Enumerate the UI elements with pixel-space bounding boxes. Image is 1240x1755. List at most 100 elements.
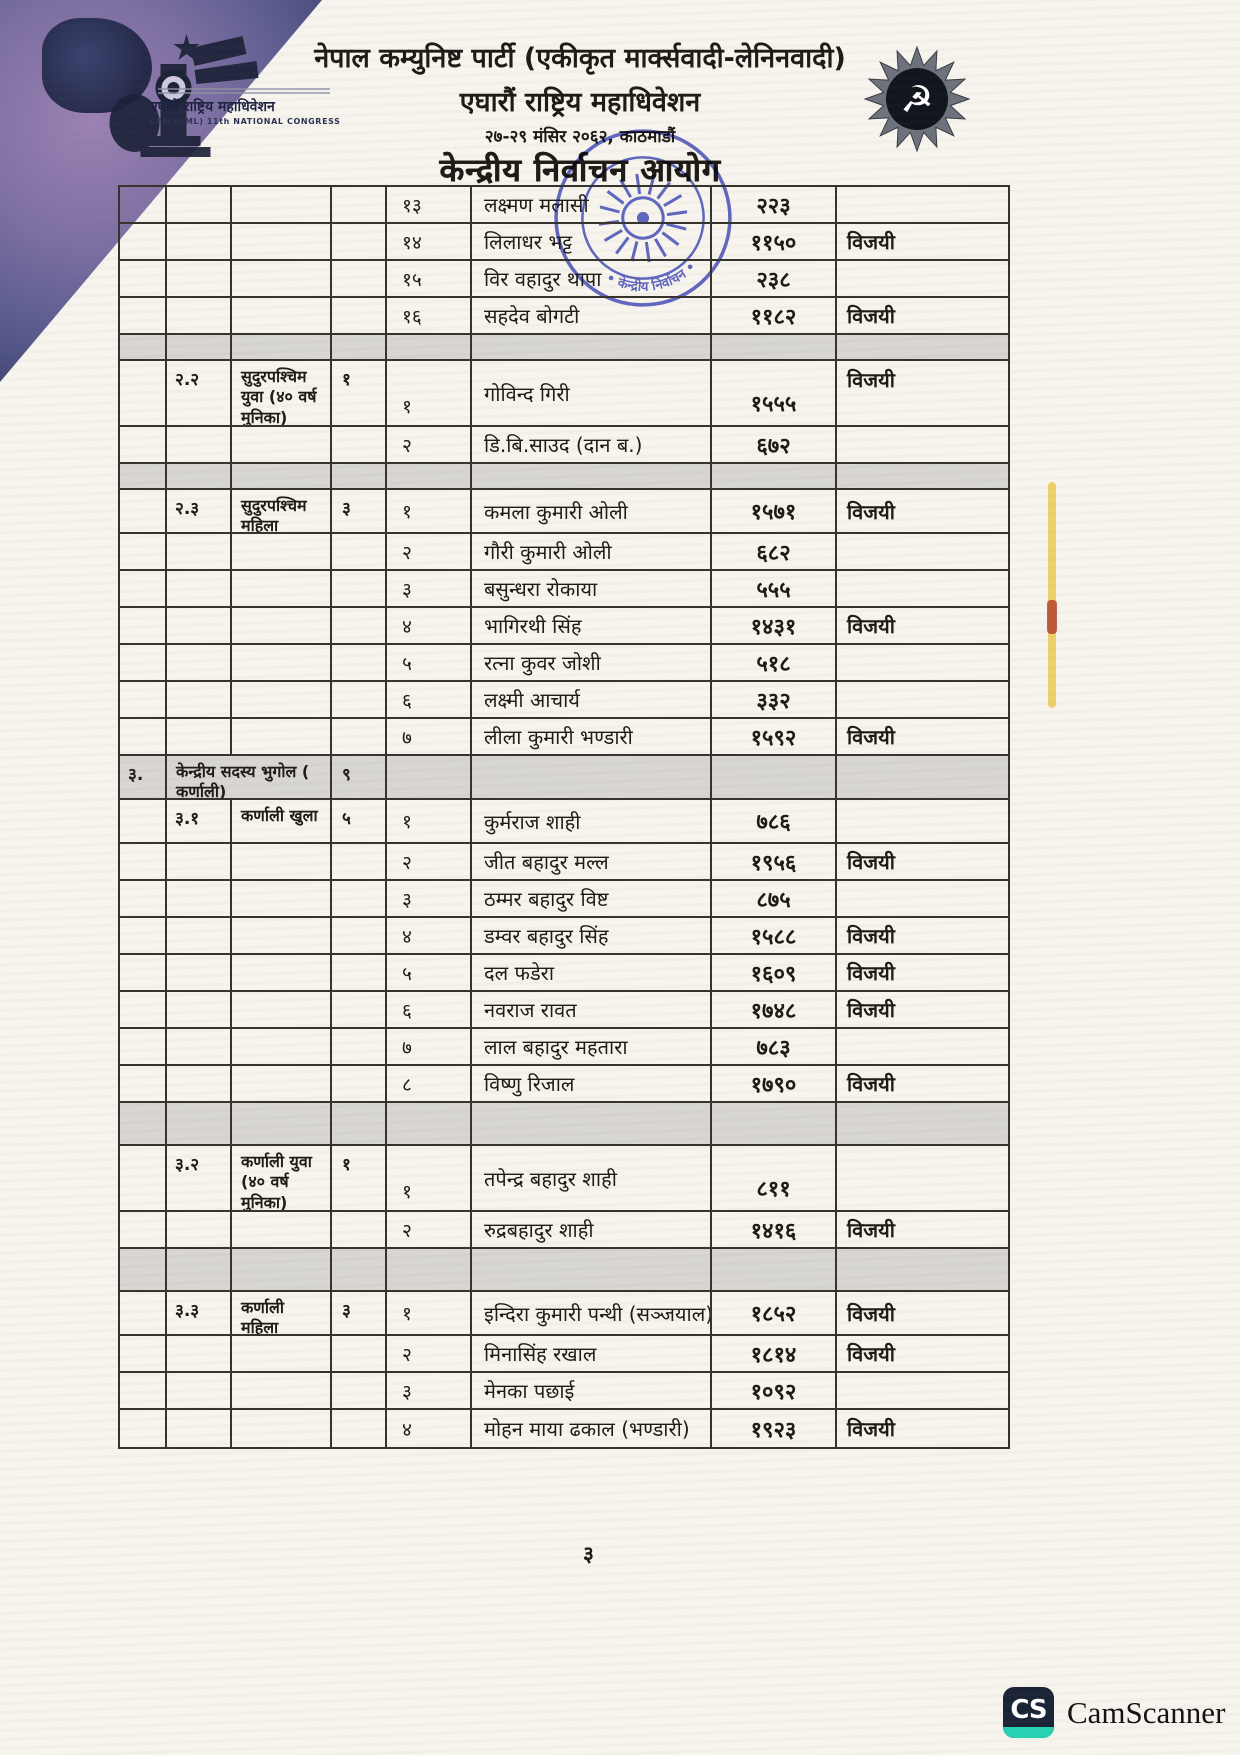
cell-seats xyxy=(332,298,387,333)
cell-votes: १९२३ xyxy=(712,1410,837,1447)
cell-category xyxy=(232,955,332,990)
cell-serial: ३ xyxy=(387,571,472,606)
cell-seats xyxy=(332,844,387,879)
cell-result xyxy=(837,881,1008,916)
separator-row xyxy=(120,335,1008,361)
cell-votes: १८१४ xyxy=(712,1336,837,1371)
cell-result xyxy=(837,800,1008,842)
cell-result xyxy=(837,427,1008,462)
cell-votes: १५५५ xyxy=(712,361,837,425)
cell-serial: १ xyxy=(387,490,472,532)
cell-category xyxy=(232,918,332,953)
cell-votes: ५५५ xyxy=(712,571,837,606)
cell-result xyxy=(837,1029,1008,1064)
cell-sec xyxy=(120,682,167,717)
cell-category xyxy=(232,1410,332,1447)
cell-sec xyxy=(120,1146,167,1210)
cell-sub xyxy=(167,955,232,990)
cell-category xyxy=(232,844,332,879)
cell-result xyxy=(837,756,1008,798)
cell-category xyxy=(232,1029,332,1064)
cell-votes: ११५० xyxy=(712,224,837,259)
cell-serial: ३ xyxy=(387,1373,472,1408)
candidate-row: ७ लीला कुमारी भण्डारी १५९२ विजयी xyxy=(120,719,1008,756)
cell-result xyxy=(837,682,1008,717)
cell-seats xyxy=(332,682,387,717)
cell-name xyxy=(472,1103,712,1144)
cell-result xyxy=(837,464,1008,488)
cell-seats xyxy=(332,918,387,953)
election-commission-stamp-icon: • केन्द्रीय निर्वाचन • xyxy=(554,129,732,307)
candidate-row: ३ बसुन्धरा रोकाया ५५५ xyxy=(120,571,1008,608)
cell-sec xyxy=(120,800,167,842)
cell-name: विर वहादुर थापा xyxy=(472,261,712,296)
camscanner-watermark: CS CamScanner xyxy=(1003,1687,1225,1738)
cell-name: सहदेव बोगटी xyxy=(472,298,712,333)
cell-category xyxy=(232,1066,332,1101)
cell-votes: २२३ xyxy=(712,187,837,222)
candidate-row: १४ लिलाधर भट्ट ११५० विजयी xyxy=(120,224,1008,261)
cell-sec xyxy=(120,571,167,606)
cell-result xyxy=(837,187,1008,222)
page-number: ३ xyxy=(583,1542,594,1566)
congress-monument-icon xyxy=(92,26,307,176)
cell-serial xyxy=(387,756,472,798)
cell-sec xyxy=(120,1373,167,1408)
cell-category: कर्णाली महिला xyxy=(232,1292,332,1334)
cell-votes: १८५२ xyxy=(712,1292,837,1334)
candidate-row: २ गौरी कुमारी ओली ६८२ xyxy=(120,534,1008,571)
cell-serial: ४ xyxy=(387,1410,472,1447)
cell-sub xyxy=(167,427,232,462)
cell-name: कुर्मराज शाही xyxy=(472,800,712,842)
cell-votes: ७८६ xyxy=(712,800,837,842)
cell-name: लीला कुमारी भण्डारी xyxy=(472,719,712,754)
cell-category xyxy=(232,261,332,296)
cell-name xyxy=(472,756,712,798)
candidate-row: २.३ सुदुरपश्चिम महिला ३ १ कमला कुमारी ओली १५७… xyxy=(120,490,1008,534)
cell-sec xyxy=(120,719,167,754)
cell-category: सुदुरपश्चिम युवा (४० वर्ष मुनिका) xyxy=(232,361,332,425)
congress-title: एघारौं राष्ट्रिय महाधिवेशन xyxy=(459,87,701,118)
cell-votes xyxy=(712,756,837,798)
cell-category xyxy=(232,298,332,333)
cell-result: विजयी xyxy=(847,924,895,948)
candidate-row: ७ लाल बहादुर महतारा ७८३ xyxy=(120,1029,1008,1066)
cell-votes: २३८ xyxy=(712,261,837,296)
cell-votes xyxy=(712,1249,837,1290)
cell-serial: २ xyxy=(387,1212,472,1247)
svg-text:☭: ☭ xyxy=(900,78,933,121)
candidate-row: ८ विष्णु रिजाल १७९० विजयी xyxy=(120,1066,1008,1103)
cell-serial: ६ xyxy=(387,682,472,717)
cell-seats xyxy=(332,608,387,643)
cell-result: विजयी xyxy=(847,850,895,874)
cell-serial: २ xyxy=(387,1336,472,1371)
cell-sec xyxy=(120,645,167,680)
cell-sec xyxy=(120,534,167,569)
results-table: १३ लक्ष्मण मलासी २२३ १४ लिलाधर भट्ट ११५० विजयी… xyxy=(118,185,1010,1449)
separator-row xyxy=(120,1249,1008,1292)
candidate-row: १५ विर वहादुर थापा २३८ xyxy=(120,261,1008,298)
cell-sub: ३.१ xyxy=(167,800,232,842)
cell-seats: १ xyxy=(332,1146,387,1210)
cell-votes: १६०९ xyxy=(712,955,837,990)
cell-result: विजयी xyxy=(847,961,895,985)
cell-sub xyxy=(167,1212,232,1247)
cell-result xyxy=(837,1146,1008,1210)
cell-category: कर्णाली खुला xyxy=(232,800,332,842)
candidate-row: ४ मोहन माया ढकाल (भण्डारी) १९२३ विजयी xyxy=(120,1410,1008,1447)
candidate-row: ५ रत्ना कुवर जोशी ५१८ xyxy=(120,645,1008,682)
emblem-caption-nepali: एघारौं राष्ट्रिय महाधिवेशन xyxy=(150,99,275,115)
cell-category xyxy=(232,1373,332,1408)
cell-seats xyxy=(332,187,387,222)
cell-votes: १५७१ xyxy=(712,490,837,532)
cell-sub xyxy=(167,844,232,879)
cell-serial: २ xyxy=(387,534,472,569)
candidate-row: ३.२ कर्णाली युवा (४० वर्ष मुनिका) १ १ तपेन्द… xyxy=(120,1146,1008,1212)
cell-serial xyxy=(387,335,472,359)
cell-category xyxy=(232,1249,332,1290)
candidate-row: ४ डम्वर बहादुर सिंह १५८८ विजयी xyxy=(120,918,1008,955)
candidate-row: २ डि.बि.साउद (दान ब.) ६७२ xyxy=(120,427,1008,464)
cell-sec xyxy=(120,992,167,1027)
cell-sec xyxy=(120,1292,167,1334)
